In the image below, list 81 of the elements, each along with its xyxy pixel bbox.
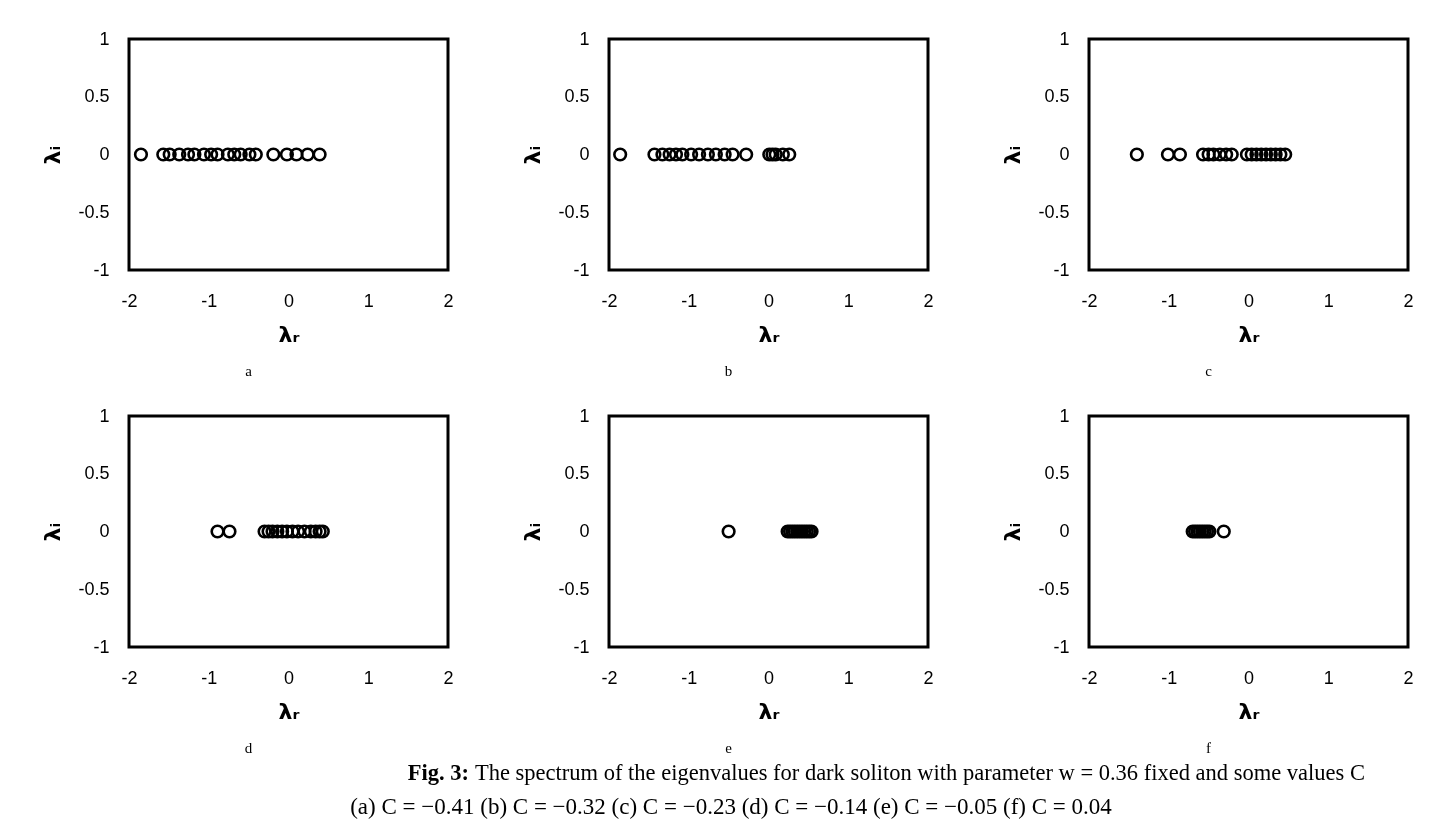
- y-tick-label: -0.5: [1038, 201, 1070, 222]
- x-tick-label: -2: [121, 667, 138, 688]
- y-tick-label: 0.5: [84, 463, 110, 484]
- x-axis-title: λᵣ: [758, 698, 780, 724]
- x-axis-title: λᵣ: [1238, 698, 1260, 724]
- caption: Fig. 3:: [407, 760, 469, 785]
- x-tick-label: 2: [443, 290, 454, 311]
- x-tick-label: -1: [681, 290, 698, 311]
- x-tick-label: -1: [201, 290, 218, 311]
- y-tick-label: 1: [1059, 405, 1070, 426]
- x-axis-title: λᵣ: [278, 321, 300, 347]
- y-axis-title: λᵢ: [520, 145, 546, 165]
- text: a: [245, 363, 253, 379]
- y-tick-label: -0.5: [558, 578, 590, 599]
- y-axis-title: λᵢ: [520, 522, 546, 542]
- x-tick-label: -2: [121, 290, 138, 311]
- text: b: [724, 363, 733, 379]
- y-tick-label: -1: [93, 259, 110, 280]
- y-tick-label: 0: [579, 521, 590, 541]
- y-tick-label: 0.5: [564, 86, 590, 107]
- y-tick-label: 0: [1059, 521, 1070, 541]
- y-tick-label: -1: [1053, 636, 1070, 657]
- x-axis-title: λᵣ: [278, 698, 300, 724]
- y-tick-label: 1: [1059, 28, 1070, 49]
- x-tick-label: 2: [923, 290, 934, 311]
- y-tick-label: 0.5: [1044, 463, 1070, 484]
- x-tick-label: 2: [1403, 667, 1414, 688]
- x-tick-label: 1: [363, 667, 374, 688]
- y-axis-title: λᵢ: [1000, 145, 1026, 165]
- y-tick-label: -1: [573, 636, 590, 657]
- y-axis-title: λᵢ: [1000, 522, 1026, 542]
- y-tick-label: 1: [579, 28, 590, 49]
- text: c: [1205, 363, 1213, 379]
- y-tick-label: -0.5: [558, 201, 590, 222]
- x-tick-label: -1: [681, 667, 698, 688]
- text: f: [1206, 740, 1211, 756]
- x-tick-label: -1: [1161, 667, 1178, 688]
- y-axis-title: λᵢ: [40, 522, 66, 542]
- x-tick-label: -2: [1081, 667, 1098, 688]
- x-tick-label: 0: [283, 290, 295, 311]
- x-tick-label: 0: [763, 290, 775, 311]
- y-tick-label: -1: [573, 259, 590, 280]
- x-axis-title: λᵣ: [1238, 321, 1260, 347]
- y-tick-label: 1: [99, 28, 110, 49]
- x-tick-label: 1: [1323, 667, 1334, 688]
- x-tick-label: -1: [201, 667, 218, 688]
- x-tick-label: -1: [1161, 290, 1178, 311]
- x-tick-label: 2: [443, 667, 454, 688]
- y-tick-label: 0: [1059, 144, 1070, 164]
- text: e: [725, 740, 733, 756]
- y-tick-label: 0: [99, 521, 110, 541]
- y-tick-label: 0.5: [84, 86, 110, 107]
- x-tick-label: -2: [1081, 290, 1098, 311]
- y-tick-label: 0.5: [564, 463, 590, 484]
- x-tick-label: 0: [763, 667, 775, 688]
- y-tick-label: -0.5: [1038, 578, 1070, 599]
- x-tick-label: 1: [363, 290, 374, 311]
- x-tick-label: 2: [1403, 290, 1414, 311]
- y-tick-label: 1: [99, 405, 110, 426]
- x-axis-title: λᵣ: [758, 321, 780, 347]
- y-tick-label: 0: [99, 144, 110, 164]
- y-tick-label: -1: [93, 636, 110, 657]
- y-tick-label: -1: [1053, 259, 1070, 280]
- y-axis-title: λᵢ: [40, 145, 66, 165]
- x-tick-label: 0: [1243, 290, 1255, 311]
- x-tick-label: 0: [1243, 667, 1255, 688]
- y-tick-label: 0.5: [1044, 86, 1070, 107]
- x-tick-label: -2: [601, 290, 618, 311]
- text: (a) C = −0.41 (b) C = −0.32 (c) C = −0.23 (d) C = −0.14 (e) C = −0.05 (f) C = 0.04: [350, 794, 1113, 819]
- x-tick-label: 1: [843, 667, 854, 688]
- x-tick-label: 1: [843, 290, 854, 311]
- y-tick-label: -0.5: [78, 578, 110, 599]
- x-tick-label: -2: [601, 667, 618, 688]
- text: The spectrum of the eigenvalues for dark soliton with parameter w = 0.36 fixed and some values C: [475, 760, 1365, 785]
- y-tick-label: 1: [579, 405, 590, 426]
- x-tick-label: 2: [923, 667, 934, 688]
- text: d: [244, 740, 253, 756]
- y-tick-label: -0.5: [78, 201, 110, 222]
- y-tick-label: 0: [579, 144, 590, 164]
- x-tick-label: 0: [283, 667, 295, 688]
- x-tick-label: 1: [1323, 290, 1334, 311]
